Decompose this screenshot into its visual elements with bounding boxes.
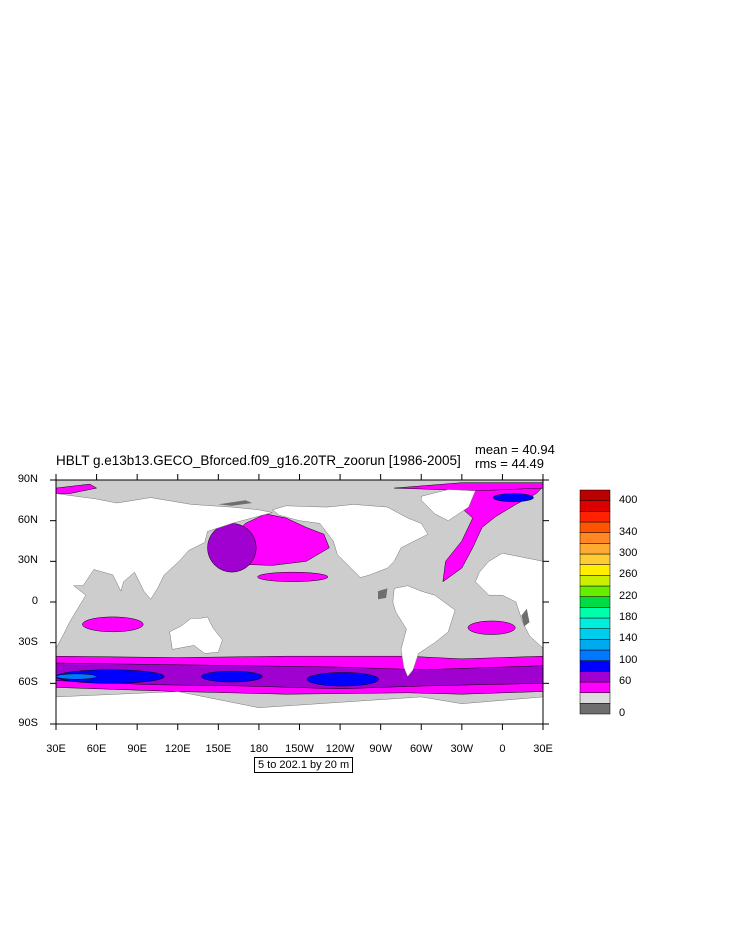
colorbar-swatch	[579, 553, 611, 565]
x-tick-label: 90W	[369, 743, 392, 755]
dark-patch-arctic	[218, 500, 253, 506]
y-tick-label: 60S	[18, 676, 38, 689]
y-tick-label: 60N	[17, 513, 38, 526]
contour-info-box: 5 to 202.1 by 20 m	[254, 757, 354, 773]
colorbar-label: 60	[619, 675, 632, 687]
x-tick-label: 150E	[205, 743, 232, 755]
arctic-band-west	[56, 483, 98, 494]
dark-patch-africa	[521, 608, 530, 627]
colorbar-swatch	[579, 681, 611, 693]
colorbar-swatch	[579, 671, 611, 683]
colorbar-swatch	[579, 617, 611, 629]
y-tick-label: 30S	[18, 635, 38, 648]
subtropical-south-indian	[82, 616, 144, 633]
x-tick-label: 60E	[86, 743, 107, 755]
colorbar-label: 260	[619, 568, 638, 581]
pacific-sector-core	[201, 670, 263, 683]
mean-stat: mean = 40.94	[475, 442, 555, 457]
colorbar-label: 400	[619, 493, 638, 506]
greenland-land	[421, 489, 476, 521]
colorbar-swatch	[579, 511, 611, 523]
x-tick-label: 30E	[533, 743, 553, 755]
colorbar-swatch	[579, 564, 611, 576]
north-america-land	[271, 504, 429, 578]
y-tick-label: 90N	[17, 473, 38, 485]
subtropical-north-pacific	[257, 571, 329, 582]
dark-patch-panama	[378, 588, 388, 600]
x-tick-label: 120E	[164, 743, 191, 755]
north-pacific-core	[207, 523, 257, 573]
colorbar	[579, 489, 611, 715]
colorbar-label: 300	[619, 547, 638, 559]
colorbar-swatch	[579, 532, 611, 544]
colorbar-swatch	[579, 639, 611, 651]
colorbar-swatch	[579, 489, 611, 501]
continents	[56, 489, 543, 724]
y-tick-label: 90S	[18, 717, 38, 729]
y-tick-label: 30N	[17, 554, 38, 567]
y-tick-label: 0	[31, 595, 38, 607]
x-tick-label: 90E	[127, 743, 147, 755]
colorbar-swatch	[579, 596, 611, 608]
colorbar-label: 340	[619, 525, 638, 538]
indian-sector-peak	[56, 673, 97, 680]
antarctica-land	[56, 691, 543, 724]
colorbar-swatch	[579, 703, 611, 715]
subtropical-south-atlantic	[467, 620, 516, 635]
x-tick-label: 150W	[285, 743, 314, 755]
colorbar-label: 220	[619, 589, 638, 602]
x-tick-label: 60W	[409, 743, 433, 755]
south-america-land	[392, 585, 456, 678]
colorbar-label: 100	[619, 653, 638, 666]
colorbar-swatch	[579, 543, 611, 555]
colorbar-swatch	[579, 521, 611, 533]
colorbar-swatch	[579, 575, 611, 587]
colorbar-label: 0	[619, 707, 626, 719]
colorbar-label: 180	[619, 611, 638, 623]
colorbar-swatch	[579, 607, 611, 619]
colorbar-label: 140	[619, 632, 638, 645]
x-tick-label: 30E	[46, 743, 66, 755]
colorbar-swatch	[579, 500, 611, 512]
rms-stat: rms = 44.49	[475, 456, 545, 471]
pacific-sector-max	[306, 672, 379, 687]
colorbar-swatch	[579, 660, 611, 672]
x-tick-label: 180	[249, 743, 269, 755]
colorbar-swatch	[579, 585, 611, 597]
eurasia-africa-land	[56, 493, 273, 649]
north-atlantic-region	[442, 483, 543, 583]
x-tick-label: 30W	[450, 743, 474, 755]
colorbar-swatch	[579, 628, 611, 640]
australia-land	[169, 616, 223, 654]
chart-title: HBLT g.e13b13.GECO_Bforced.f09_g16.20TR_…	[56, 453, 461, 468]
axis-ticks	[50, 474, 549, 730]
southern-ocean-core	[56, 662, 543, 690]
x-tick-label: 0	[499, 743, 506, 755]
colorbar-swatch	[579, 649, 611, 661]
nordic-seas-max	[492, 493, 534, 502]
x-tick-label: 120W	[325, 743, 355, 755]
colorbar-swatch	[579, 692, 611, 704]
